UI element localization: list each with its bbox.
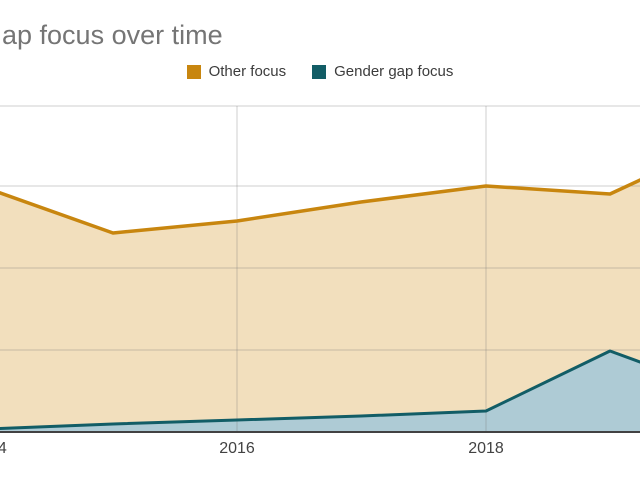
gender-gap-focus-swatch-icon — [312, 64, 327, 79]
legend: Other focus Gender gap focus — [0, 63, 640, 80]
legend-label: Other focus — [208, 63, 287, 80]
legend-label: Gender gap focus — [334, 63, 454, 80]
legend-item-gender-gap-focus: Gender gap focus — [312, 63, 453, 80]
chart-title: ap focus over time — [2, 20, 223, 50]
other-focus-swatch-icon — [186, 64, 201, 79]
legend-item-other-focus: Other focus — [186, 63, 287, 80]
